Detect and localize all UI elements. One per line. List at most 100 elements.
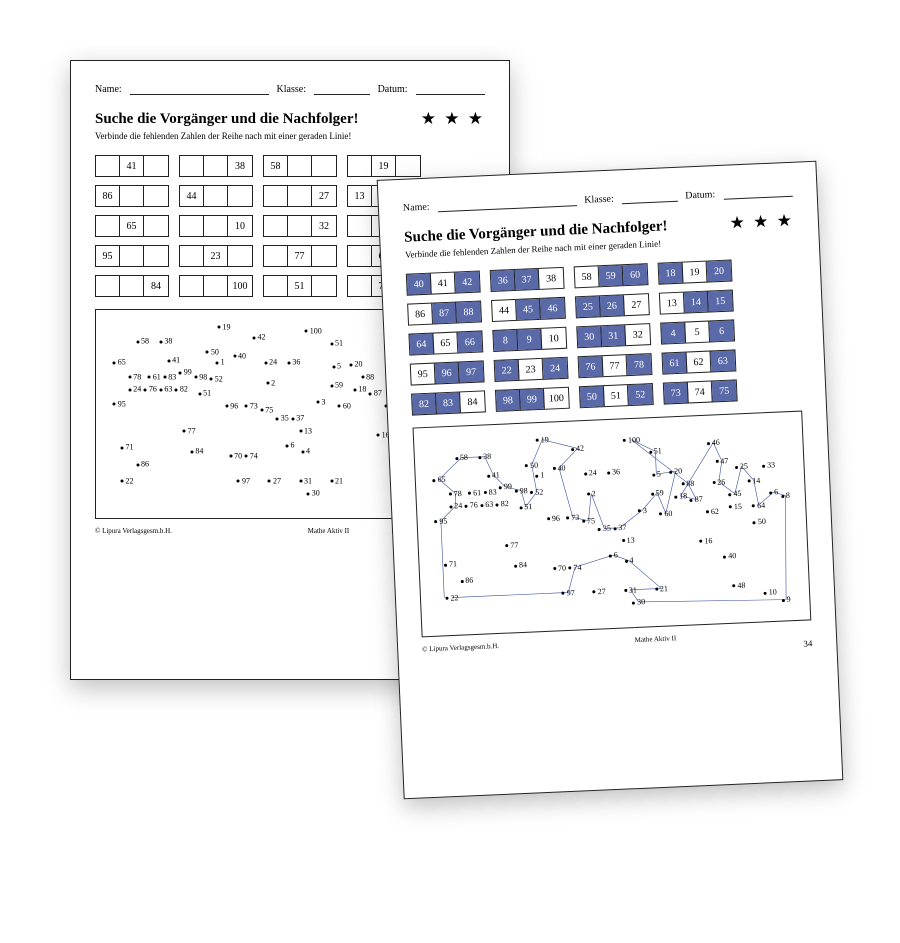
cell: 10 — [228, 216, 252, 236]
cell: 14 — [684, 292, 709, 313]
triple: 100 — [179, 275, 253, 297]
dot: 41 — [487, 470, 500, 480]
cell: 40 — [407, 274, 432, 295]
dot: 76 — [465, 500, 478, 510]
cell: 42 — [455, 272, 480, 293]
dot: 95 — [434, 516, 447, 526]
triple: 77 — [263, 245, 337, 267]
cell — [348, 216, 372, 236]
dot: 4 — [301, 447, 310, 456]
dot: 87 — [690, 495, 703, 505]
triple: 363738 — [490, 267, 565, 292]
cell — [348, 246, 372, 266]
dot: 96 — [225, 401, 238, 410]
dot: 100 — [623, 435, 640, 445]
dot: 19 — [218, 322, 231, 331]
triple: 585960 — [574, 263, 649, 288]
dot: 98 — [194, 372, 207, 381]
cell: 58 — [575, 266, 600, 287]
dot: 36 — [287, 358, 300, 367]
dot: 82 — [175, 385, 188, 394]
triple: 95 — [95, 245, 169, 267]
cell: 15 — [708, 291, 733, 312]
underline — [621, 190, 677, 204]
dot: 65 — [113, 358, 126, 367]
triple: 32 — [263, 215, 337, 237]
triples-grid-answered: 4041423637385859601819208687884445462526… — [406, 257, 802, 416]
dot: 6 — [769, 487, 778, 496]
dot: 65 — [432, 475, 445, 485]
cell: 44 — [492, 300, 517, 321]
dot: 70 — [553, 563, 566, 573]
cell — [204, 276, 228, 296]
cell: 84 — [460, 391, 485, 412]
dot: 74 — [568, 562, 581, 572]
cell — [396, 156, 420, 176]
dot: 8 — [781, 491, 790, 500]
cell: 50 — [580, 386, 605, 407]
dot: 50 — [525, 460, 538, 470]
dots-puzzle-answered: 1910058384251466541501402436520472533786… — [413, 411, 812, 638]
dot: 24 — [128, 385, 141, 394]
cell: 78 — [627, 354, 652, 375]
cell — [180, 246, 204, 266]
cell — [204, 156, 228, 176]
dot: 30 — [307, 489, 320, 498]
dot: 21 — [655, 584, 668, 594]
triple: 86 — [95, 185, 169, 207]
cell: 100 — [544, 388, 569, 409]
dot: 20 — [349, 360, 362, 369]
cell: 41 — [431, 273, 456, 294]
underline — [437, 194, 576, 212]
cell: 23 — [519, 359, 544, 380]
dot: 45 — [728, 489, 741, 499]
dot: 25 — [735, 461, 748, 471]
dot: 27 — [268, 476, 281, 485]
dot: 16 — [699, 536, 712, 546]
dot: 37 — [291, 414, 304, 423]
cell: 44 — [180, 186, 204, 206]
dot: 1 — [535, 470, 544, 479]
dot: 97 — [237, 476, 250, 485]
triple: 505152 — [579, 383, 654, 408]
cell: 73 — [664, 383, 689, 404]
cell: 37 — [515, 269, 540, 290]
dot: 1 — [216, 358, 225, 367]
dot: 6 — [609, 550, 618, 559]
dot: 40 — [723, 552, 736, 562]
dot: 96 — [547, 513, 560, 523]
dot: 73 — [566, 513, 579, 523]
dot: 18 — [353, 385, 366, 394]
cell: 86 — [408, 304, 433, 325]
connect-lines — [414, 412, 811, 637]
dot: 5 — [332, 362, 341, 371]
dot: 50 — [753, 517, 766, 527]
dot: 99 — [499, 482, 512, 492]
copyright: © Lipura Verlagsgesm.b.H. — [95, 527, 172, 535]
dot: 100 — [305, 326, 322, 335]
dot: 50 — [206, 347, 219, 356]
cell: 96 — [435, 362, 460, 383]
triple: 828384 — [411, 390, 486, 415]
dot: 18 — [674, 491, 687, 501]
cell — [96, 216, 120, 236]
cell — [264, 186, 288, 206]
cell: 62 — [687, 351, 712, 372]
cell: 95 — [411, 364, 436, 385]
dot: 52 — [210, 374, 223, 383]
triple: 303132 — [576, 323, 651, 348]
cell: 13 — [348, 186, 372, 206]
triple: 27 — [263, 185, 337, 207]
dot: 30 — [632, 597, 645, 607]
cell: 27 — [624, 294, 649, 315]
dot: 78 — [128, 372, 141, 381]
dot: 24 — [264, 358, 277, 367]
dot: 75 — [582, 516, 595, 526]
cell: 31 — [601, 325, 626, 346]
dot: 40 — [552, 463, 565, 473]
cell: 36 — [491, 270, 516, 291]
dot: 19 — [536, 435, 549, 445]
difficulty-stars: ★ ★ ★ — [729, 211, 794, 234]
underline — [416, 83, 485, 95]
cell: 5 — [685, 322, 710, 343]
